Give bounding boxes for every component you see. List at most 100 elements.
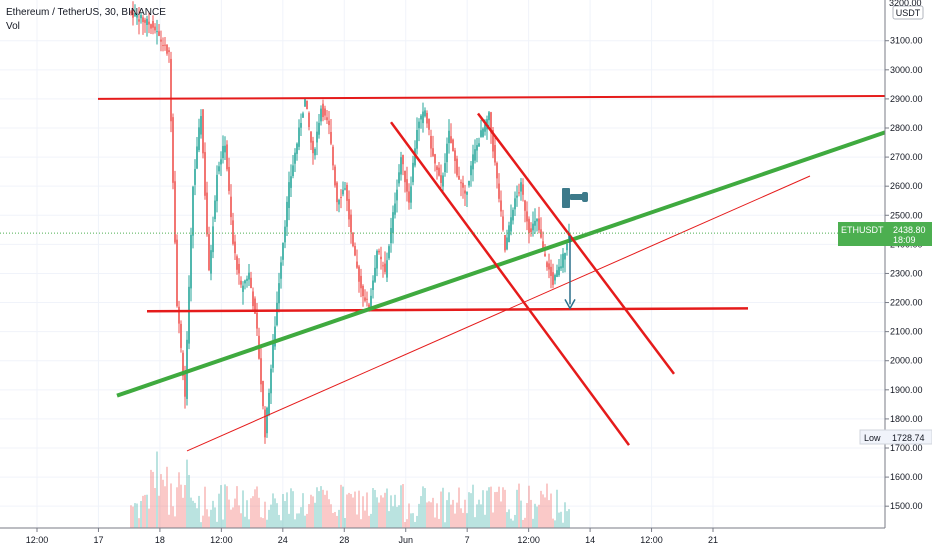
time-tick-label: 12:00 bbox=[210, 535, 233, 545]
volume-bar bbox=[390, 495, 392, 528]
volume-bar bbox=[552, 518, 554, 528]
volume-bar bbox=[182, 497, 184, 528]
volume-bar bbox=[434, 517, 436, 528]
volume-bar bbox=[142, 495, 144, 528]
volume-bar bbox=[508, 509, 510, 528]
volume-bar bbox=[392, 506, 394, 528]
candle-body bbox=[436, 166, 438, 170]
candle-body bbox=[566, 243, 568, 251]
candle-body bbox=[386, 260, 388, 278]
currency-badge[interactable]: USDT bbox=[892, 5, 924, 20]
candle-body bbox=[384, 263, 386, 272]
price-tick-label: 2900.00 bbox=[890, 94, 923, 104]
volume-bar bbox=[314, 502, 316, 528]
volume-bar bbox=[544, 497, 546, 528]
candle-body bbox=[248, 272, 250, 280]
channel-line-upper bbox=[477, 112, 675, 375]
candle-body bbox=[208, 234, 210, 271]
candle-body bbox=[428, 118, 430, 130]
volume-bar bbox=[490, 486, 492, 528]
candle-body bbox=[342, 189, 344, 195]
volume-bar bbox=[272, 493, 274, 528]
candle-body bbox=[144, 19, 146, 23]
volume-bar bbox=[436, 503, 438, 528]
candle-body bbox=[544, 253, 546, 257]
candle-body bbox=[360, 275, 362, 289]
candle-body bbox=[294, 152, 296, 164]
volume-bar bbox=[274, 498, 276, 528]
candle-body bbox=[512, 209, 514, 221]
volume-bar bbox=[532, 518, 534, 528]
candle-body bbox=[418, 121, 420, 129]
price-tick-label: 2700.00 bbox=[890, 152, 923, 162]
volume-bar bbox=[348, 492, 350, 528]
candle-body bbox=[318, 122, 320, 135]
volume-bar bbox=[262, 518, 264, 528]
hammer-icon[interactable] bbox=[562, 188, 588, 208]
currency-badge-label: USDT bbox=[896, 8, 921, 18]
volume-bar bbox=[186, 459, 188, 528]
candle-body bbox=[296, 143, 298, 154]
candle-body bbox=[476, 145, 478, 151]
volume-bar bbox=[466, 513, 468, 528]
volume-bar bbox=[176, 487, 178, 528]
candle-body bbox=[348, 198, 350, 220]
volume-bar bbox=[478, 499, 480, 528]
volume-bar bbox=[180, 484, 182, 528]
candle-body bbox=[482, 128, 484, 137]
volume-bar bbox=[380, 495, 382, 528]
volume-bar bbox=[428, 501, 430, 528]
candle-body bbox=[308, 112, 310, 128]
candle-body bbox=[288, 182, 290, 208]
candle-body bbox=[292, 165, 294, 177]
trend-drawings[interactable] bbox=[0, 95, 886, 452]
legend-volume[interactable]: Vol bbox=[6, 21, 20, 32]
volume-bar bbox=[208, 516, 210, 528]
volume-bar bbox=[280, 520, 282, 528]
volume-bar bbox=[290, 488, 292, 528]
candle-body bbox=[326, 117, 328, 121]
candle-body bbox=[430, 136, 432, 149]
legend-symbol[interactable]: Ethereum / TetherUS, 30, BINANCE bbox=[6, 7, 166, 18]
volume-bar bbox=[344, 518, 346, 528]
volume-bar bbox=[486, 490, 488, 528]
candle-body bbox=[132, 12, 134, 18]
candle-body bbox=[484, 121, 486, 132]
volume-bar bbox=[492, 512, 494, 528]
volume-bar bbox=[212, 500, 214, 528]
volume-bar bbox=[352, 497, 354, 528]
candle-body bbox=[372, 280, 374, 290]
volume-bar bbox=[254, 489, 256, 528]
candle-body bbox=[270, 368, 272, 394]
volume-bar bbox=[368, 515, 370, 528]
candle-body bbox=[422, 111, 424, 124]
candle-body bbox=[312, 140, 314, 154]
candle-body bbox=[364, 297, 366, 301]
candle-body bbox=[412, 162, 414, 183]
time-tick-label: 21 bbox=[708, 535, 718, 545]
volume-bar bbox=[440, 491, 442, 528]
volume-bar bbox=[566, 511, 568, 528]
candle-body bbox=[506, 237, 508, 250]
volume-bar bbox=[410, 513, 412, 528]
candle-body bbox=[322, 103, 324, 118]
candle-body bbox=[460, 182, 462, 184]
volume-bar bbox=[202, 515, 204, 528]
volume-bar bbox=[528, 485, 530, 528]
volume-bar bbox=[332, 512, 334, 528]
candle-body bbox=[456, 158, 458, 176]
candle-body bbox=[306, 100, 308, 110]
candle-body bbox=[196, 146, 198, 169]
volume-bar bbox=[300, 507, 302, 528]
volume-bar bbox=[562, 522, 564, 528]
volume-bar bbox=[416, 515, 418, 528]
candle-body bbox=[542, 241, 544, 249]
top-partial-price-label: 3200.00 bbox=[889, 0, 922, 8]
channel-line-lower bbox=[389, 121, 631, 446]
candle-body bbox=[164, 44, 166, 46]
candle-body bbox=[156, 31, 158, 33]
volume-bar bbox=[396, 506, 398, 528]
volume-bar bbox=[364, 510, 366, 528]
candle-body bbox=[520, 182, 522, 192]
